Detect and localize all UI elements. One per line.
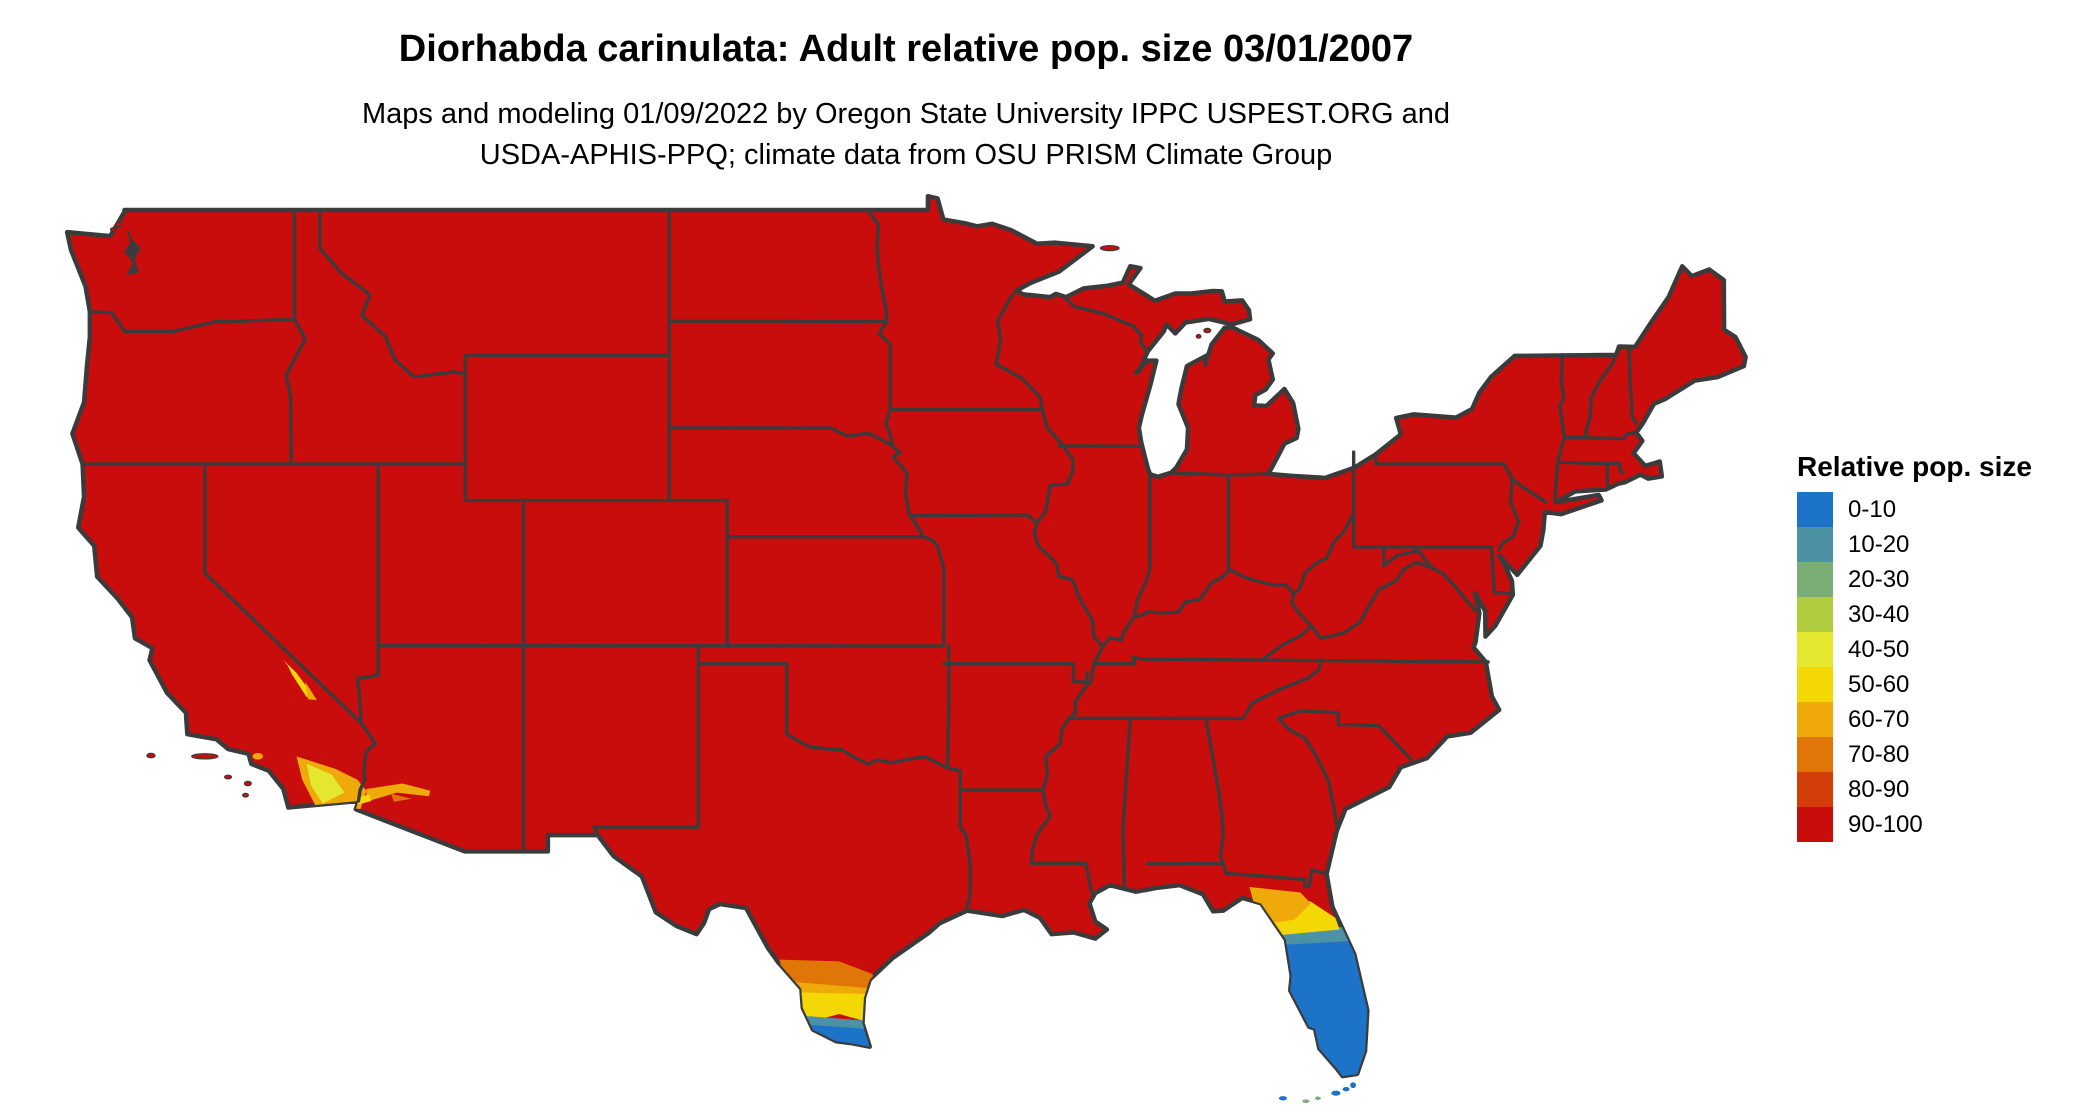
legend-swatch: [1797, 527, 1833, 562]
legend-item-label: 30-40: [1848, 600, 1910, 628]
legend-item-label: 70-80: [1848, 740, 1910, 768]
channel-island-chain: [192, 754, 218, 759]
legend-swatch: [1797, 562, 1833, 597]
legend: Relative pop. size 0-10 10-20 20-30 30-40 40…: [1797, 450, 2032, 842]
los-angeles-basin-patch: [252, 753, 263, 760]
legend-item-label: 50-60: [1848, 670, 1910, 698]
isle-royale: [1100, 246, 1119, 251]
legend-item-label: 10-20: [1848, 530, 1910, 558]
legend-item: 50-60: [1797, 667, 2032, 702]
legend-title: Relative pop. size: [1797, 451, 2032, 482]
channel-island-catalina: [244, 781, 251, 785]
death-valley-fringe-patch: [305, 681, 317, 701]
legend-item: 90-100: [1797, 807, 2032, 842]
florida-key-3: [1350, 1082, 1356, 1089]
legend-swatch: [1797, 772, 1833, 807]
channel-island-san-clemente: [243, 793, 249, 797]
rio-grande-valley-patch: [810, 1024, 872, 1053]
legend-swatch: [1797, 492, 1833, 527]
beaver-island-2: [1196, 335, 1201, 339]
san-juan-island: [115, 222, 122, 226]
conus-landmass: [67, 196, 1745, 1076]
florida-key-2: [1342, 1087, 1350, 1092]
legend-swatch: [1797, 667, 1833, 702]
legend-item-label: 0-10: [1848, 495, 1897, 523]
florida-key-west: [1278, 1096, 1288, 1101]
legend-items: 0-10 10-20 20-30 30-40 40-50 50-60 60-70 70-80 8…: [1797, 492, 2032, 842]
legend-item: 30-40: [1797, 597, 2032, 632]
gila-river-patch: [366, 783, 431, 802]
legend-item-label: 80-90: [1848, 775, 1910, 803]
legend-item-label: 40-50: [1848, 635, 1910, 663]
legend-item: 10-20: [1797, 527, 2032, 562]
map-title: Diorhabda carinulata: Adult relative pop…: [398, 28, 1414, 70]
legend-item: 70-80: [1797, 737, 2032, 772]
channel-island-santa-rosa: [147, 753, 155, 757]
state-borders: [83, 210, 1637, 911]
san-juan-island-2: [111, 228, 116, 232]
florida-key-1: [1331, 1090, 1341, 1096]
legend-item: 80-90: [1797, 772, 2032, 807]
legend-item-label: 20-30: [1848, 565, 1910, 593]
legend-swatch: [1797, 702, 1833, 737]
yuma-border-patch: [356, 794, 372, 805]
south-texas-yellow-patch: [789, 992, 873, 1022]
florida-key-mid-1: [1302, 1099, 1310, 1103]
puget-sound-waterlines: [126, 232, 140, 274]
subtitle-line-1: Maps and modeling 01/09/2022 by Oregon S…: [361, 98, 1451, 130]
subtitle-line-2: USDA-APHIS-PPQ; climate data from OSU PR…: [479, 139, 1333, 171]
legend-item-label: 60-70: [1848, 705, 1910, 733]
legend-item: 20-30: [1797, 562, 2032, 597]
legend-swatch: [1797, 807, 1833, 842]
legend-item: 60-70: [1797, 702, 2032, 737]
beaver-island: [1204, 328, 1211, 332]
imperial-valley-core-patch: [306, 763, 345, 804]
legend-item: 0-10: [1797, 492, 2032, 527]
legend-swatch: [1797, 597, 1833, 632]
gila-river-deep-patch: [391, 793, 412, 802]
legend-item-label: 90-100: [1848, 810, 1923, 838]
legend-item: 40-50: [1797, 632, 2032, 667]
channel-island-santa-barbara: [225, 775, 232, 779]
legend-swatch: [1797, 737, 1833, 772]
map-subtitle: Maps and modeling 01/09/2022 by Oregon S…: [0, 94, 1812, 176]
death-valley-patch: [283, 660, 313, 698]
legend-swatch: [1797, 632, 1833, 667]
islands-and-water: [111, 222, 1356, 1103]
florida-key-mid-2: [1314, 1096, 1321, 1101]
